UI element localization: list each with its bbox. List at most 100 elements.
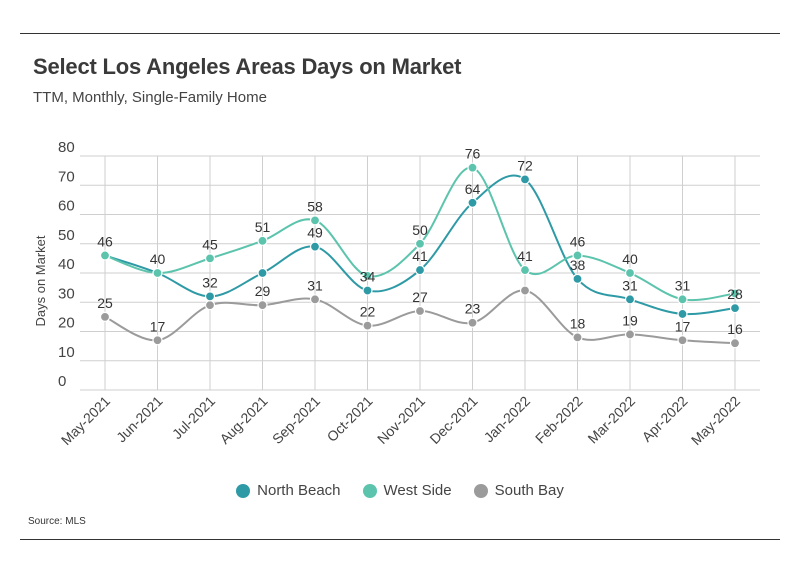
data-point	[309, 294, 321, 305]
data-label: 50	[412, 222, 428, 238]
data-label: 31	[622, 277, 638, 293]
data-point	[572, 250, 583, 261]
data-label: 58	[307, 198, 323, 214]
data-point	[729, 303, 741, 314]
data-point	[152, 335, 163, 346]
data-point	[572, 332, 583, 343]
data-label: 46	[570, 233, 586, 249]
y-tick-label: 70	[58, 168, 75, 185]
data-point	[414, 238, 426, 249]
data-label: 41	[517, 248, 533, 264]
data-point	[204, 291, 216, 302]
data-point	[414, 305, 426, 317]
x-tick-label: May-2021	[58, 393, 113, 448]
data-label: 19	[622, 312, 638, 328]
data-label: 17	[150, 318, 166, 334]
data-label: 31	[675, 277, 691, 293]
x-tick-label: Apr-2022	[639, 393, 691, 445]
top-rule	[20, 33, 780, 34]
data-point	[467, 162, 478, 173]
data-point	[519, 285, 531, 296]
y-axis-label: Days on Market	[33, 235, 48, 326]
data-point	[467, 197, 478, 208]
y-tick-label: 30	[58, 285, 75, 302]
x-tick-label: Jun-2021	[113, 393, 166, 446]
data-label: 38	[570, 257, 586, 273]
data-point	[729, 338, 741, 349]
legend-swatch	[236, 483, 251, 498]
data-label: 22	[360, 304, 376, 320]
data-label: 34	[360, 269, 376, 285]
data-point	[257, 267, 268, 279]
data-point	[257, 300, 268, 311]
data-label: 76	[465, 146, 481, 162]
legend-label: North Beach	[257, 482, 341, 499]
legend-item: North Beach	[236, 482, 341, 499]
data-point	[309, 215, 321, 226]
y-tick-label: 80	[58, 139, 75, 156]
chart-subtitle: TTM, Monthly, Single-Family Home	[33, 89, 267, 106]
data-point	[362, 320, 373, 331]
data-label: 16	[727, 321, 743, 337]
legend-item: West Side	[362, 482, 452, 499]
data-point	[257, 235, 268, 246]
data-point	[677, 294, 688, 305]
data-label: 28	[727, 286, 743, 302]
x-tick-label: Feb-2022	[532, 393, 586, 447]
legend-label: West Side	[383, 482, 452, 499]
y-tick-label: 60	[58, 198, 75, 215]
data-point	[414, 264, 426, 276]
x-tick-label: Aug-2021	[216, 393, 270, 447]
x-tick-label: Sep-2021	[269, 393, 323, 447]
data-label: 45	[202, 236, 218, 252]
series-line-west-side	[104, 166, 736, 302]
x-tick-label: Oct-2021	[324, 393, 376, 445]
data-point	[309, 241, 321, 252]
y-tick-label: 0	[58, 373, 66, 390]
data-point	[99, 250, 111, 261]
chart-title: Select Los Angeles Areas Days on Market	[33, 54, 462, 79]
data-point	[624, 294, 636, 305]
data-label: 23	[465, 301, 481, 317]
data-label: 25	[97, 295, 113, 311]
data-point	[362, 285, 373, 296]
data-label: 32	[202, 274, 218, 290]
data-label: 46	[97, 233, 113, 249]
x-tick-label: May-2022	[688, 393, 743, 448]
data-point	[624, 267, 636, 279]
data-point	[519, 264, 531, 276]
data-point	[204, 253, 216, 264]
source-note: Source: MLS	[28, 516, 86, 527]
x-tick-label: Dec-2021	[426, 393, 480, 447]
data-label: 17	[675, 318, 691, 334]
data-point	[677, 335, 688, 346]
x-tick-label: Jan-2022	[481, 393, 534, 446]
data-point	[729, 288, 741, 299]
data-label: 27	[412, 289, 428, 305]
data-point	[152, 267, 163, 279]
data-point	[362, 270, 373, 282]
y-tick-label: 10	[58, 344, 75, 361]
legend-swatch	[473, 483, 488, 498]
data-point	[467, 317, 478, 328]
data-label: 72	[517, 157, 533, 173]
data-label: 51	[255, 219, 271, 235]
data-point	[624, 329, 636, 340]
data-label: 18	[570, 315, 586, 331]
legend-label: South Bay	[494, 482, 564, 499]
data-point	[519, 174, 531, 185]
data-point	[677, 308, 688, 320]
chart-legend: North Beach West Side South Bay	[0, 482, 800, 499]
data-point	[99, 311, 111, 322]
legend-item: South Bay	[473, 482, 564, 499]
x-tick-label: Mar-2022	[584, 393, 638, 447]
data-point	[572, 273, 583, 284]
data-point	[204, 300, 216, 311]
x-tick-label: Jul-2021	[169, 393, 218, 442]
data-label: 41	[412, 248, 428, 264]
y-tick-label: 40	[58, 256, 75, 273]
y-tick-label: 50	[58, 227, 75, 244]
x-tick-label: Nov-2021	[374, 393, 428, 447]
